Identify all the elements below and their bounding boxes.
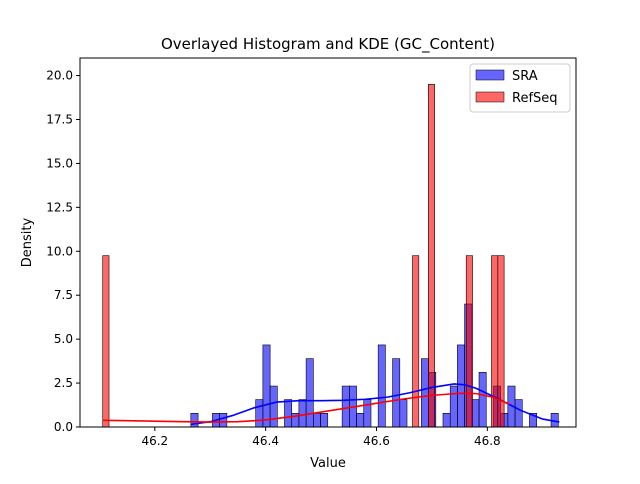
sra-bar (442, 412, 451, 428)
y-tick-label: 20.0 (46, 69, 73, 83)
chart-title: Overlayed Histogram and KDE (GC_Content) (161, 35, 495, 54)
refseq-bar (465, 255, 473, 428)
refseq-bar (102, 255, 110, 428)
axes-frame (79, 57, 577, 428)
sra-bar (320, 412, 329, 428)
sra-bar (421, 358, 429, 428)
y-tick-label: 5.0 (54, 332, 73, 346)
x-axis-ticks: 46.2 46.4 46.6 46.8 (141, 427, 501, 448)
sra-bar (262, 344, 271, 428)
x-axis-label: Value (310, 456, 346, 471)
sra-bar (298, 399, 307, 428)
sra-bar (269, 385, 278, 428)
refseq-kde-line (102, 392, 510, 423)
y-tick-label: 0.0 (54, 420, 73, 434)
x-tick-label: 46.8 (474, 434, 501, 448)
x-tick-label: 46.4 (252, 434, 279, 448)
sra-bar (457, 344, 465, 428)
sra-bar (255, 399, 264, 428)
legend-swatch-sra (475, 69, 505, 81)
refseq-bar (428, 84, 435, 428)
sra-bar (449, 385, 458, 428)
sra-bar (313, 412, 321, 428)
y-tick-label: 15.0 (46, 156, 73, 170)
legend-label-refseq: RefSeq (512, 91, 558, 106)
y-axis-ticks: 0.0 2.5 5.0 7.5 10.0 12.5 15.0 17.5 20.0 (46, 69, 80, 434)
y-tick-label: 2.5 (54, 376, 73, 390)
y-tick-label: 17.5 (46, 113, 73, 127)
y-tick-label: 12.5 (46, 200, 73, 214)
sra-bar (356, 412, 365, 428)
sra-bar (341, 385, 350, 428)
sra-bar (284, 399, 293, 428)
refseq-bar (412, 255, 420, 428)
y-tick-label: 7.5 (54, 288, 73, 302)
sra-bar (219, 412, 228, 428)
y-axis-label: Density (20, 217, 35, 267)
kde-lines (102, 383, 560, 426)
sra-bar (377, 344, 386, 428)
refseq-bar (491, 255, 499, 428)
legend-swatch-refseq (475, 91, 505, 103)
legend-label-sra: SRA (512, 69, 538, 84)
x-tick-label: 46.2 (141, 434, 168, 448)
sra-bar (305, 358, 314, 428)
x-tick-label: 46.6 (363, 434, 390, 448)
sra-bar (478, 372, 487, 428)
sra-bar (471, 399, 480, 428)
sra-bar (399, 399, 408, 428)
legend: SRA RefSeq (469, 63, 571, 113)
sra-bar (392, 358, 401, 428)
sra-bar (514, 399, 523, 428)
y-tick-label: 10.0 (46, 244, 73, 258)
